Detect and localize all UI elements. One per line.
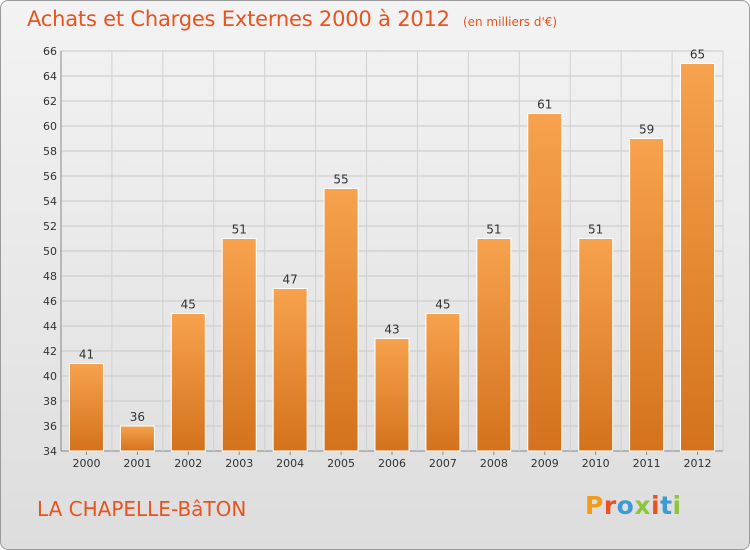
bar-2009 (527, 113, 563, 452)
value-label-2006: 43 (384, 323, 399, 337)
brand-letter: o (616, 491, 635, 520)
y-tick-label: 62 (43, 95, 57, 108)
bar-2002 (170, 313, 206, 452)
bar-2011 (629, 138, 665, 452)
brand-letter: i (672, 491, 682, 520)
x-tick-label-2010: 2010 (582, 457, 610, 470)
x-tick-label-2009: 2009 (531, 457, 559, 470)
y-tick-label: 50 (43, 245, 57, 258)
value-label-2007: 45 (435, 298, 450, 312)
x-tick-label-2001: 2001 (123, 457, 151, 470)
chart-subtitle: (en milliers d'€) (462, 15, 558, 29)
y-tick-label: 38 (43, 395, 57, 408)
brand-letter: r (603, 491, 617, 520)
value-label-2004: 47 (283, 273, 298, 287)
value-label-2005: 55 (333, 173, 348, 187)
chart-title: Achats et Charges Externes 2000 à 2012 (27, 7, 450, 31)
y-tick-label: 54 (43, 195, 57, 208)
x-tick-label-2012: 2012 (684, 457, 712, 470)
y-tick-label: 40 (43, 370, 57, 383)
y-tick-label: 60 (43, 120, 57, 133)
bar-2008 (476, 238, 512, 452)
bar-2003 (221, 238, 257, 452)
y-tick-label: 44 (43, 320, 57, 333)
bar-layer (68, 63, 716, 452)
y-tick-label: 66 (43, 45, 57, 58)
y-tick-label: 58 (43, 145, 57, 158)
x-tick-label-2006: 2006 (378, 457, 406, 470)
y-tick-label: 64 (43, 70, 57, 83)
value-label-2011: 59 (639, 123, 654, 137)
value-label-2010: 51 (588, 223, 603, 237)
bar-2006 (374, 338, 410, 452)
brand-letter: i (651, 491, 661, 520)
bar-2010 (578, 238, 614, 452)
value-label-2001: 36 (130, 410, 145, 424)
place-name: LA CHAPELLE-BâTON (37, 497, 247, 521)
value-label-2012: 65 (690, 48, 705, 62)
bar-2004 (272, 288, 308, 452)
brand-letter: t (660, 491, 673, 520)
brand-logo: Proxiti (585, 491, 682, 520)
x-tick-label-2004: 2004 (276, 457, 304, 470)
y-tick-label: 36 (43, 420, 57, 433)
y-tick-label: 56 (43, 170, 57, 183)
bar-2000 (68, 363, 104, 452)
value-label-2003: 51 (232, 223, 247, 237)
x-tick-label-2003: 2003 (225, 457, 253, 470)
y-tick-label: 52 (43, 220, 57, 233)
bar-2005 (323, 188, 359, 452)
y-tick-label: 34 (43, 445, 57, 458)
x-tick-label-2002: 2002 (174, 457, 202, 470)
value-label-2009: 61 (537, 98, 552, 112)
x-tick-label-2000: 2000 (72, 457, 100, 470)
value-label-2002: 45 (181, 298, 196, 312)
brand-letter: x (634, 491, 651, 520)
title-row: Achats et Charges Externes 2000 à 2012 (… (27, 7, 557, 31)
y-tick-label: 42 (43, 345, 57, 358)
bar-2001 (119, 425, 155, 452)
bar-2007 (425, 313, 461, 452)
y-tick-label: 48 (43, 270, 57, 283)
value-label-2008: 51 (486, 223, 501, 237)
label-layer: 34 36 38 40 42 44 46 48 50 52 54 56 58 60 62 64 66 41 2000… (43, 45, 712, 470)
x-tick-label-2005: 2005 (327, 457, 355, 470)
brand-letter: P (585, 491, 604, 520)
x-tick-label-2008: 2008 (480, 457, 508, 470)
y-tick-label: 46 (43, 295, 57, 308)
x-tick-label-2011: 2011 (633, 457, 661, 470)
x-tick-label-2007: 2007 (429, 457, 457, 470)
bar-2012 (680, 63, 716, 452)
value-label-2000: 41 (79, 348, 94, 362)
